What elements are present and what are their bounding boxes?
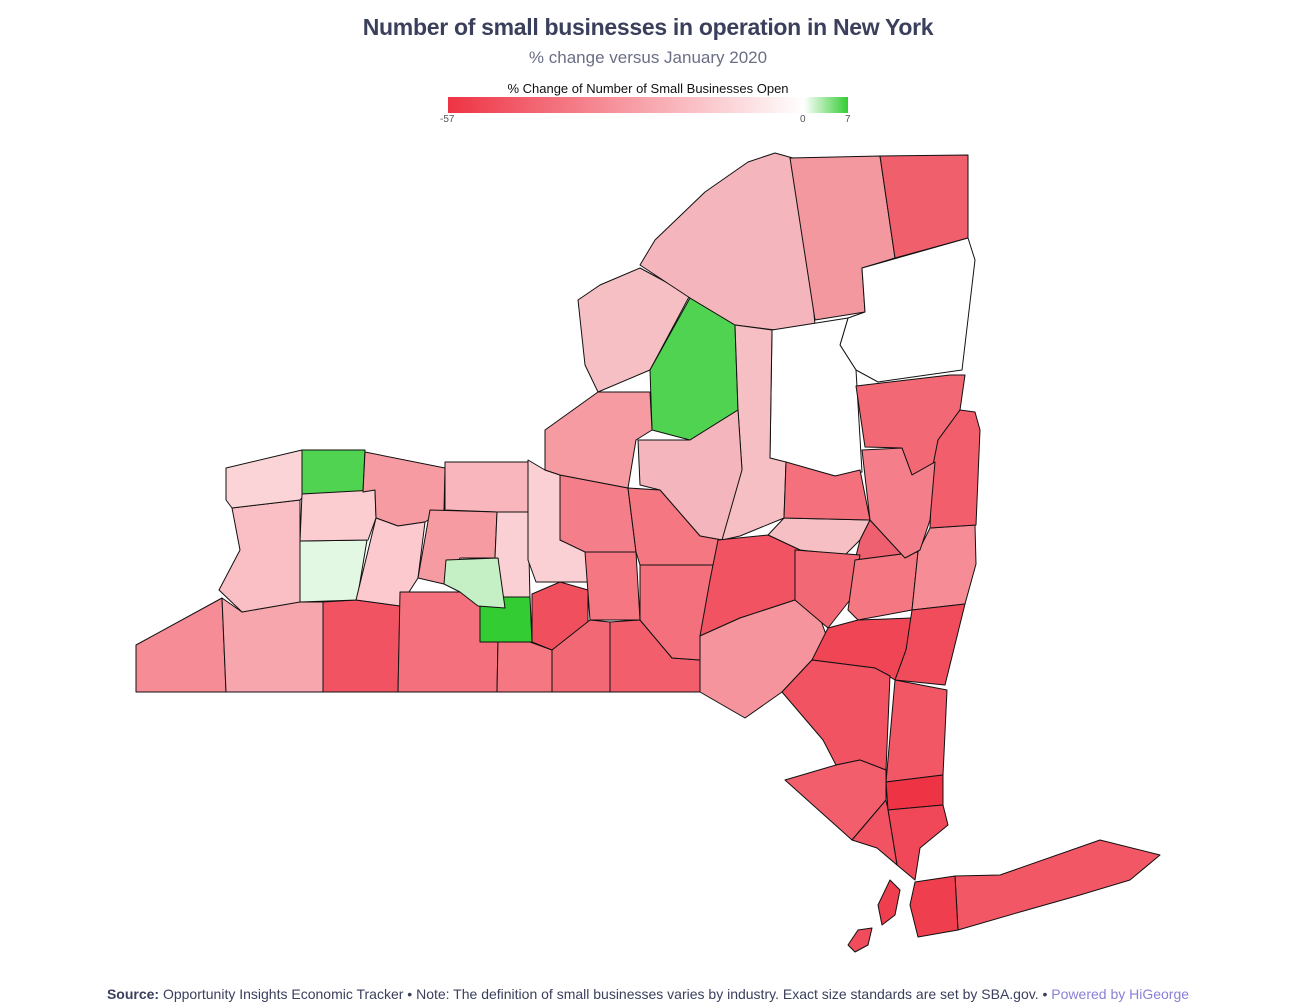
county-region[interactable] <box>444 461 531 515</box>
county-region[interactable] <box>218 499 301 613</box>
county-region[interactable] <box>135 597 227 693</box>
legend-color-bar <box>448 97 848 113</box>
county-region[interactable] <box>299 489 377 542</box>
county-region[interactable] <box>851 799 898 866</box>
county-region[interactable] <box>885 679 948 783</box>
county-oswego[interactable] <box>577 267 691 393</box>
footer: Source: Opportunity Insights Economic Tr… <box>0 986 1296 1002</box>
county-region[interactable] <box>887 804 949 881</box>
page-title: Number of small businesses in operation … <box>362 14 934 40</box>
county-region[interactable] <box>584 551 641 621</box>
county-region[interactable] <box>781 659 891 771</box>
source-label: Source: <box>106 986 160 1002</box>
county-region[interactable] <box>322 599 401 693</box>
county-region[interactable] <box>894 603 966 686</box>
powered-by-link[interactable]: Powered by HiGeorge <box>1051 986 1190 1002</box>
county-region[interactable] <box>221 597 324 693</box>
county-region[interactable] <box>877 879 901 926</box>
county-region[interactable] <box>909 875 959 938</box>
county-region[interactable] <box>861 447 936 559</box>
county-region[interactable] <box>299 539 368 603</box>
legend-min-label: -57 <box>440 114 455 125</box>
county-region[interactable] <box>443 557 506 609</box>
county-region[interactable] <box>847 551 919 621</box>
county-essex[interactable] <box>839 237 976 383</box>
source-text: Opportunity Insights Economic Tracker • … <box>162 986 1048 1002</box>
legend-max-label: 7 <box>845 114 851 125</box>
county-region[interactable] <box>496 639 553 693</box>
legend-zero-label: 0 <box>800 114 806 125</box>
page-subtitle: % change versus January 2020 <box>528 48 768 67</box>
county-region[interactable] <box>225 449 303 509</box>
county-region[interactable] <box>954 839 1161 931</box>
county-region[interactable] <box>794 549 861 629</box>
county-region[interactable] <box>301 449 366 495</box>
legend-title: % Change of Number of Small Businesses O… <box>507 81 789 96</box>
county-region[interactable] <box>544 391 653 489</box>
ny-county-map <box>135 152 1161 953</box>
county-region[interactable] <box>479 596 533 643</box>
county-region[interactable] <box>783 461 871 521</box>
county-region[interactable] <box>847 927 873 953</box>
